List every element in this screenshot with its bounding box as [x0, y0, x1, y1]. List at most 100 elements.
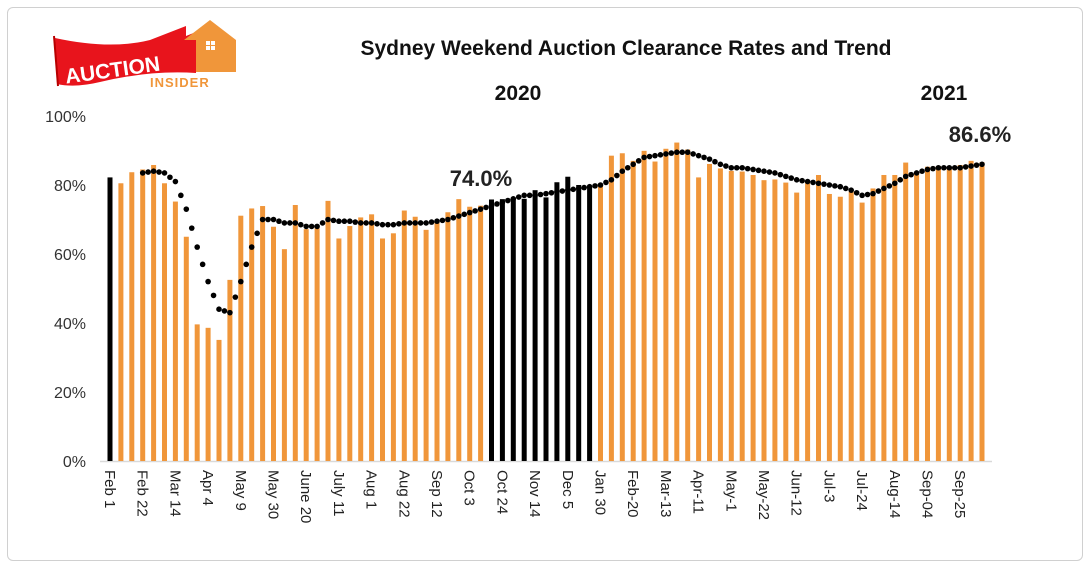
trend-point [946, 164, 953, 171]
bar [565, 176, 571, 461]
trend-point [968, 163, 974, 169]
x-tick-label: Sep-04 [919, 470, 936, 518]
trend-point [908, 171, 914, 178]
bar [325, 200, 331, 461]
bar [107, 177, 113, 461]
trend-point [221, 308, 228, 314]
trend-point [728, 164, 735, 171]
trend-point [194, 244, 200, 250]
x-tick-label: Jun-12 [788, 470, 805, 516]
trend-point [276, 218, 282, 225]
x-tick-label: Nov 14 [526, 470, 543, 518]
bar [870, 188, 876, 461]
trend-point [744, 165, 751, 172]
bar [499, 199, 505, 461]
trend-point [755, 167, 762, 174]
year-label-2020: 2020 [495, 82, 542, 105]
trend-point [483, 204, 489, 211]
trend-point [586, 183, 593, 190]
bar [467, 206, 473, 461]
trend-point [205, 278, 211, 285]
bar [935, 166, 941, 461]
trend-point [254, 230, 260, 237]
annotation-74: 74.0% [450, 166, 512, 191]
bar [696, 177, 702, 461]
trend-point [614, 172, 620, 179]
trend-point [515, 194, 522, 200]
trend-point [434, 218, 440, 225]
x-tick-label: Aug-14 [886, 470, 903, 518]
trend-point [788, 175, 795, 181]
trend-point [297, 221, 304, 228]
bar [281, 249, 287, 461]
bar [478, 205, 484, 461]
trend-point [897, 177, 904, 183]
bar [543, 197, 549, 462]
trend-point [853, 189, 860, 196]
trend-point [390, 221, 397, 228]
x-tick-label: May 9 [232, 470, 249, 511]
trend-point [548, 189, 555, 196]
bar [968, 160, 974, 461]
x-tick-label: Apr-11 [690, 470, 707, 514]
trend-point [570, 186, 577, 193]
trend-point [161, 170, 168, 176]
trend-point [303, 223, 310, 230]
trend-point [477, 206, 484, 212]
x-tick-label: Mar 14 [166, 470, 183, 517]
trend-point [592, 183, 598, 189]
trend-point [565, 187, 571, 193]
bar [761, 180, 767, 462]
trend-point [766, 169, 773, 175]
trend-point [428, 219, 435, 225]
bar [685, 149, 691, 461]
trend-point [379, 221, 386, 228]
trend-point [450, 214, 457, 221]
trend-point [799, 177, 805, 184]
trend-point [461, 211, 468, 218]
trend-point [842, 185, 849, 192]
trend-point [859, 192, 865, 199]
trend-point [341, 218, 348, 225]
trend-point [870, 190, 876, 197]
trend-point [668, 150, 675, 156]
bar [303, 229, 309, 461]
trend-point [804, 178, 811, 185]
trend-point [445, 216, 451, 223]
bar [271, 226, 276, 461]
bar [347, 226, 353, 461]
y-tick-label: 60% [54, 247, 86, 264]
trend-point [864, 191, 871, 198]
x-tick-label: Jan 30 [592, 470, 609, 515]
trend-point [913, 170, 920, 176]
trend-point [270, 216, 277, 223]
trend-point [679, 149, 686, 156]
x-tick-label: Sep 12 [428, 470, 445, 518]
bar [238, 215, 244, 461]
trend-point [701, 154, 707, 161]
trend-point [357, 220, 364, 226]
trend-point [374, 221, 380, 227]
trend-point [657, 152, 664, 158]
trend-point [243, 261, 250, 268]
x-tick-label: Mar-13 [657, 470, 674, 518]
trend-point [532, 192, 538, 199]
x-tick-label: Jul-3 [820, 470, 837, 503]
trend-point [145, 169, 151, 175]
trend-point [783, 173, 789, 180]
bar [162, 183, 167, 461]
trend-point [581, 184, 587, 191]
trend-point [559, 188, 566, 194]
trend-point [575, 185, 582, 192]
trend-point [630, 161, 636, 168]
trend-point [951, 164, 958, 171]
bar [816, 174, 821, 461]
trend-point [199, 261, 206, 268]
chart-frame [7, 7, 1083, 561]
bar [151, 164, 157, 462]
trend-point [826, 182, 833, 188]
x-tick-label: Aug 1 [363, 470, 380, 509]
bar [423, 229, 429, 461]
bar [172, 201, 178, 461]
